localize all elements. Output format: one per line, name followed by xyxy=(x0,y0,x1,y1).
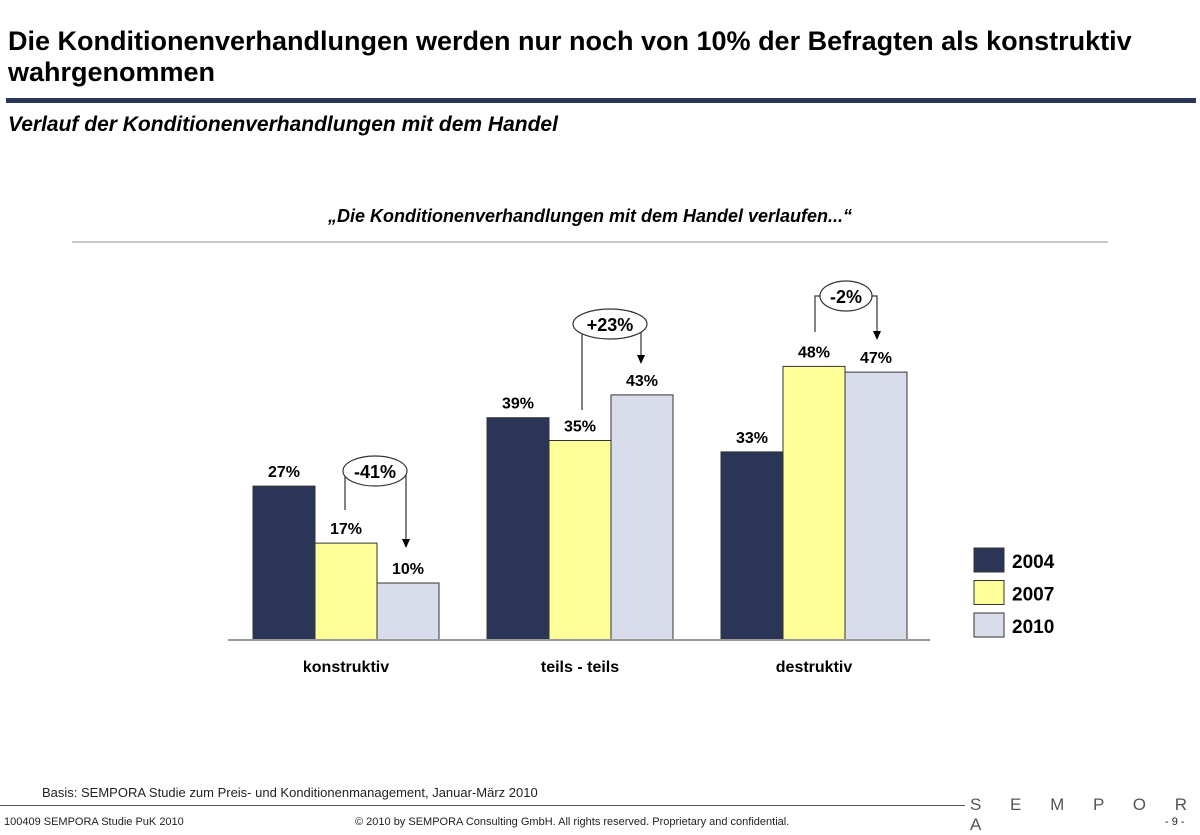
bar-2010-1 xyxy=(610,394,674,641)
change-ellipse xyxy=(572,308,648,340)
category-label: teils - teils xyxy=(541,659,619,676)
bar-2010-0 xyxy=(376,582,440,641)
arrow-down-icon xyxy=(637,355,645,364)
data-label: 17% xyxy=(330,521,362,538)
data-label: 39% xyxy=(502,396,534,413)
chart-title-divider xyxy=(72,241,1108,243)
footer-doc-id: 100409 SEMPORA Studie PuK 2010 xyxy=(4,816,184,828)
change-bracket xyxy=(405,470,407,540)
bar-2004-0 xyxy=(252,485,316,641)
category-label: konstruktiv xyxy=(303,659,389,676)
data-label: 43% xyxy=(626,373,658,390)
change-ellipse xyxy=(342,455,408,487)
arrow-down-icon xyxy=(402,539,410,548)
title-divider xyxy=(6,98,1196,103)
chart-title: „Die Konditionenverhandlungen mit dem Ha… xyxy=(327,206,853,226)
legend-label: 2007 xyxy=(1012,585,1054,606)
data-label: 47% xyxy=(860,350,892,367)
legend-swatch-2007 xyxy=(973,580,1005,605)
data-label: 35% xyxy=(564,419,596,436)
page-title: Die Konditionenverhandlungen werden nur … xyxy=(8,26,1132,87)
category-label: destruktiv xyxy=(776,659,853,676)
change-bracket xyxy=(872,295,878,332)
legend-label: 2004 xyxy=(1012,552,1055,573)
change-annotation: -2% xyxy=(830,287,862,307)
page-subtitle: Verlauf der Konditionenverhandlungen mit… xyxy=(8,113,558,136)
legend-label: 2010 xyxy=(1012,617,1054,638)
bar-2010-2 xyxy=(844,371,908,641)
change-ellipse xyxy=(819,280,873,312)
page-number: - 9 - xyxy=(1165,816,1185,828)
data-label: 27% xyxy=(268,464,300,481)
change-annotation: +23% xyxy=(587,315,634,335)
data-label: 48% xyxy=(798,344,830,361)
source-note: Basis: SEMPORA Studie zum Preis- und Kon… xyxy=(42,785,538,800)
legend-swatch-2010 xyxy=(973,612,1005,638)
footer-divider xyxy=(0,805,965,806)
bar-2007-2 xyxy=(782,365,846,641)
sempora-logo: S E M P O R A xyxy=(970,795,1199,834)
arrow-down-icon xyxy=(873,331,881,340)
legend-swatch-2004 xyxy=(973,547,1005,573)
change-annotation: -41% xyxy=(354,462,396,482)
footer-copyright: © 2010 by SEMPORA Consulting GmbH. All r… xyxy=(355,816,790,828)
data-label: 10% xyxy=(392,561,424,578)
bar-2007-0 xyxy=(314,542,378,641)
bar-2004-2 xyxy=(720,451,784,641)
change-bracket xyxy=(573,323,583,410)
bar-2004-1 xyxy=(486,417,550,641)
change-bracket xyxy=(814,295,820,332)
data-label: 33% xyxy=(736,430,768,447)
bar-2007-1 xyxy=(548,440,612,641)
